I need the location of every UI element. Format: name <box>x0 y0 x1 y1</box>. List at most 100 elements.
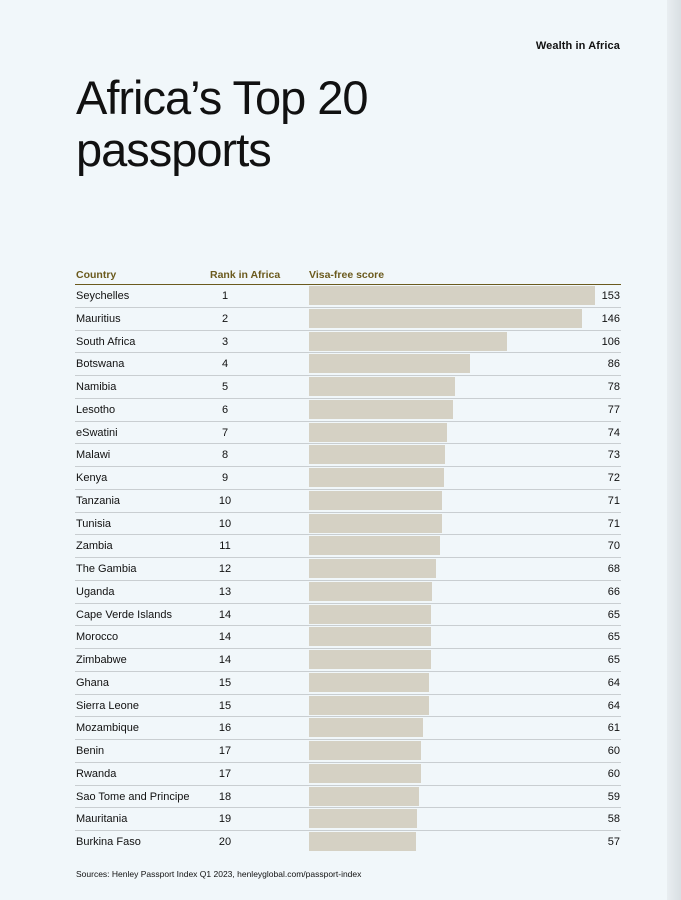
source-note: Sources: Henley Passport Index Q1 2023, … <box>76 869 362 879</box>
score-value: 73 <box>607 449 620 462</box>
table-row: The Gambia 12 68 <box>75 558 621 581</box>
score-bar <box>309 650 431 669</box>
score-bar <box>309 490 442 510</box>
score-value: 78 <box>607 381 620 393</box>
country-label: Tunisia <box>76 517 112 530</box>
table-header: Country Rank in Africa Visa-free score <box>75 266 621 285</box>
country-label: eSwatini <box>76 426 118 439</box>
rank-value: 17 <box>218 745 232 757</box>
column-header-score: Visa-free score <box>309 269 385 281</box>
score-value: 71 <box>607 517 620 530</box>
rank-value: 15 <box>218 676 232 689</box>
score-value: 57 <box>607 836 620 848</box>
score-bar <box>309 581 433 601</box>
score-value: 86 <box>607 358 620 371</box>
country-label: Mauritania <box>76 813 128 826</box>
rank-value: 17 <box>218 767 232 780</box>
score-value: 153 <box>601 290 620 302</box>
score-value: 60 <box>607 745 620 757</box>
country-label: Morocco <box>76 631 119 644</box>
score-value: 58 <box>607 813 620 826</box>
country-label: Malawi <box>76 449 111 462</box>
score-value: 64 <box>607 676 620 689</box>
rank-value: 12 <box>218 563 232 575</box>
score-bar <box>309 741 422 760</box>
table-row: Tunisia 10 71 <box>75 513 621 536</box>
rank-value: 10 <box>218 494 232 507</box>
country-label: Zambia <box>76 540 113 553</box>
score-bar <box>309 445 446 465</box>
rank-value: 14 <box>218 631 232 644</box>
score-bar <box>309 672 429 692</box>
score-value: 68 <box>607 563 620 575</box>
score-value: 71 <box>607 494 620 507</box>
page-title: Africa’s Top 20 passports <box>76 71 369 176</box>
table-row: Mozambique 16 61 <box>75 717 621 740</box>
country-label: Sierra Leone <box>76 699 139 712</box>
rank-value: 9 <box>221 472 229 484</box>
rank-value: 18 <box>218 790 232 803</box>
table-row: Zambia 11 70 <box>75 535 621 558</box>
table-row: eSwatini 7 74 <box>75 422 621 445</box>
rank-value: 1 <box>221 290 229 302</box>
country-label: Seychelles <box>76 290 130 302</box>
score-value: 146 <box>601 312 620 325</box>
page-edge <box>667 0 681 900</box>
score-bar <box>309 308 582 328</box>
score-value: 65 <box>607 631 620 644</box>
country-label: Benin <box>76 745 105 757</box>
score-bar <box>309 331 508 351</box>
score-bar <box>309 559 437 578</box>
score-value: 70 <box>607 540 620 553</box>
table-row: Malawi 8 73 <box>75 444 621 467</box>
table-body: Seychelles 1 153 Mauritius 2 146 South Africa 3… <box>75 285 621 853</box>
score-value: 106 <box>601 335 620 348</box>
rank-value: 10 <box>218 517 232 530</box>
score-bar <box>309 763 422 783</box>
table-row: Lesotho 6 77 <box>75 399 621 422</box>
score-bar <box>309 786 420 806</box>
country-label: Zimbabwe <box>76 654 127 666</box>
rank-value: 13 <box>218 585 232 598</box>
table-row: Mauritius 2 146 <box>75 308 621 331</box>
score-value: 65 <box>607 608 620 621</box>
rank-value: 4 <box>221 358 229 371</box>
table-row: Cape Verde Islands 14 65 <box>75 604 621 627</box>
rank-value: 7 <box>221 426 229 439</box>
score-bar <box>309 513 442 533</box>
score-bar <box>309 627 431 647</box>
country-label: Mozambique <box>76 722 139 735</box>
section-label: Wealth in Africa <box>535 40 620 52</box>
table-row: Mauritania 19 58 <box>75 808 621 831</box>
rank-value: 14 <box>218 608 232 621</box>
country-label: The Gambia <box>76 563 137 575</box>
rank-value: 15 <box>218 699 232 712</box>
score-bar <box>309 377 455 396</box>
score-value: 60 <box>607 767 620 780</box>
score-bar <box>309 399 453 419</box>
column-header-rank: Rank in Africa <box>210 269 281 281</box>
country-label: Mauritius <box>76 312 121 325</box>
country-label: Uganda <box>76 585 115 598</box>
score-value: 59 <box>607 790 620 803</box>
score-bar <box>309 695 429 715</box>
score-bar <box>309 468 444 487</box>
country-label: Kenya <box>76 472 108 484</box>
rank-value: 16 <box>218 722 232 735</box>
score-value: 74 <box>607 426 620 439</box>
country-label: South Africa <box>76 335 136 348</box>
country-label: Lesotho <box>76 403 116 416</box>
country-label: Sao Tome and Principe <box>76 790 190 803</box>
table-row: Botswana 4 86 <box>75 353 621 376</box>
score-bar <box>309 809 418 829</box>
table-row: Benin 17 60 <box>75 740 621 763</box>
score-value: 72 <box>607 472 620 484</box>
rank-value: 11 <box>219 540 231 553</box>
rank-value: 14 <box>218 654 232 666</box>
country-label: Botswana <box>76 358 125 371</box>
score-bar <box>309 832 416 851</box>
table-row: Rwanda 17 60 <box>75 763 621 786</box>
score-bar <box>309 604 431 624</box>
rank-value: 8 <box>221 449 229 462</box>
rank-value: 5 <box>221 381 229 393</box>
